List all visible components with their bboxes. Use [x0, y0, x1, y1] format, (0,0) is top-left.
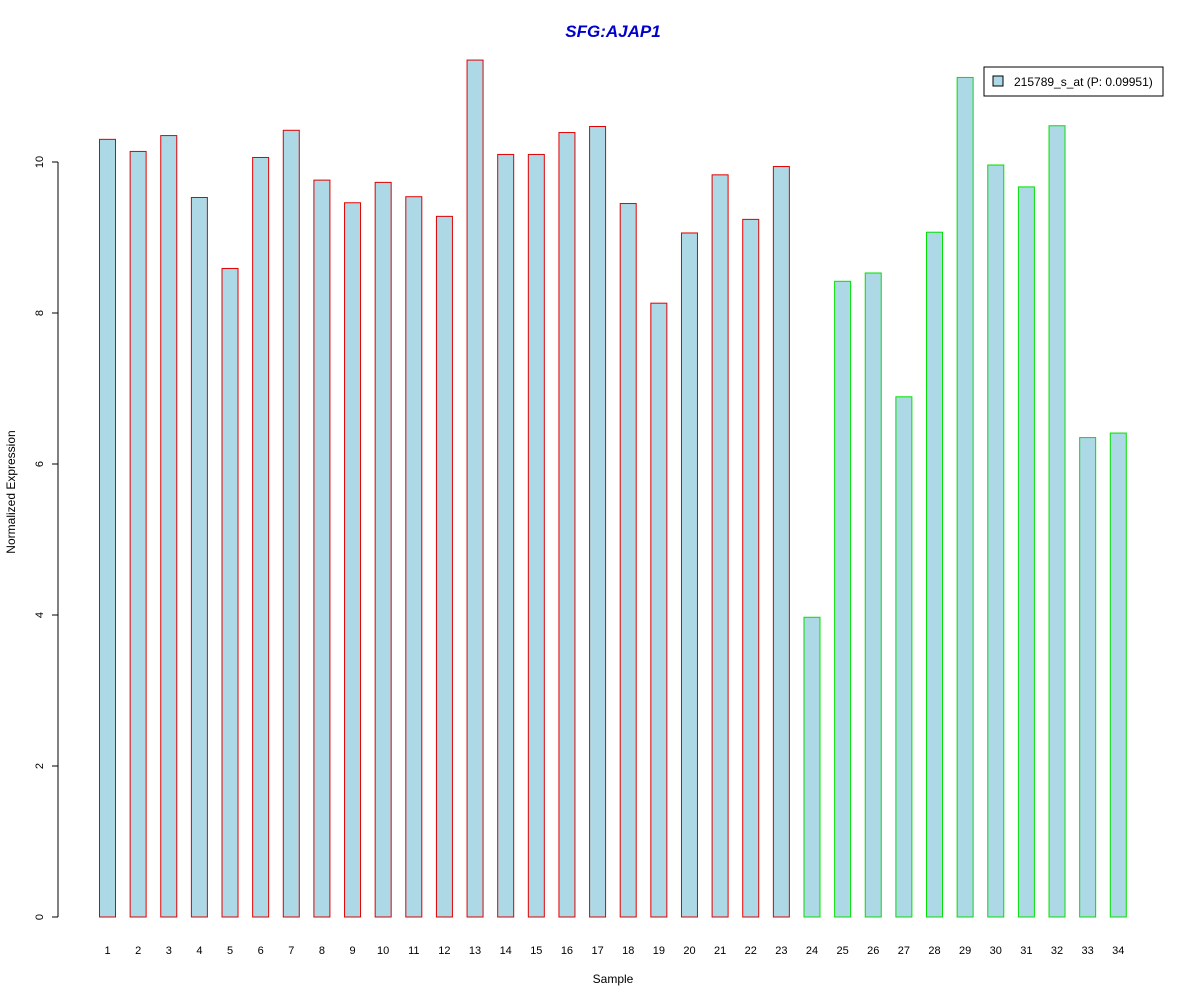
bar-sample-27 — [895, 396, 913, 918]
y-tick-label: 10 — [34, 156, 46, 168]
x-tick-label: 5 — [227, 945, 233, 957]
x-tick-label: 7 — [288, 945, 294, 957]
bar-sample-3 — [160, 135, 178, 918]
x-axis-label: Sample — [593, 972, 634, 986]
bar-sample-13 — [466, 59, 484, 918]
x-tick-label: 12 — [438, 945, 450, 957]
x-tick-label: 11 — [408, 945, 419, 957]
x-axis-ticks: 1 2 3 4 5 6 7 8 9 10 11 12 13 14 15 16 17 18 19 20 21 22 23 24 2… — [104, 945, 1124, 957]
x-tick-label: 30 — [990, 945, 1002, 957]
y-tick-label: 0 — [34, 914, 46, 920]
x-tick-label: 13 — [469, 945, 481, 957]
x-tick-label: 3 — [166, 945, 172, 957]
bar-sample-8 — [313, 179, 331, 918]
bar-sample-34 — [1109, 432, 1127, 918]
x-tick-label: 17 — [591, 945, 603, 957]
bar-sample-33 — [1079, 437, 1097, 918]
x-tick-label: 34 — [1112, 945, 1124, 957]
bar-sample-21 — [711, 174, 729, 918]
bar-sample-22 — [742, 218, 760, 918]
bar-sample-2 — [129, 150, 147, 918]
x-tick-label: 6 — [258, 945, 264, 957]
y-tick-label: 2 — [34, 763, 46, 769]
x-tick-label: 9 — [349, 945, 355, 957]
bar-sample-16 — [558, 132, 576, 918]
x-tick-label: 4 — [196, 945, 202, 957]
bar-sample-31 — [1017, 186, 1035, 918]
bar-sample-12 — [435, 215, 453, 918]
bar-sample-32 — [1048, 125, 1066, 918]
x-tick-label: 14 — [500, 945, 512, 957]
bar-sample-17 — [589, 126, 607, 918]
bar-sample-23 — [772, 166, 790, 918]
x-tick-label: 8 — [319, 945, 325, 957]
x-tick-label: 15 — [530, 945, 542, 957]
x-tick-label: 23 — [775, 945, 787, 957]
x-tick-label: 25 — [836, 945, 848, 957]
x-tick-label: 19 — [653, 945, 665, 957]
x-tick-label: 33 — [1082, 945, 1094, 957]
x-tick-label: 18 — [622, 945, 634, 957]
bar-sample-25 — [834, 280, 852, 918]
bar-sample-11 — [405, 196, 423, 918]
x-tick-label: 31 — [1020, 945, 1032, 957]
y-axis: 0 2 4 6 8 10 — [34, 156, 59, 920]
x-tick-label: 22 — [745, 945, 757, 957]
x-tick-label: 20 — [683, 945, 695, 957]
y-axis-label: Normalized Expression — [4, 430, 18, 553]
bar-sample-24 — [803, 616, 821, 918]
bar-sample-9 — [344, 202, 362, 918]
legend-box — [983, 66, 1164, 97]
bar-sample-1 — [99, 138, 116, 918]
bar-sample-15 — [527, 153, 545, 918]
x-tick-label: 16 — [561, 945, 573, 957]
y-tick-label: 8 — [34, 310, 46, 316]
bar-sample-4 — [190, 196, 208, 918]
legend-label: 215789_s_at (P: 0.09951) — [1014, 75, 1153, 89]
bar-sample-7 — [282, 129, 300, 918]
y-tick-label: 6 — [34, 461, 46, 467]
chart-title: SFG:AJAP1 — [565, 22, 660, 41]
x-tick-label: 21 — [714, 945, 726, 957]
legend: 215789_s_at (P: 0.09951) — [983, 66, 1164, 97]
bar-sample-26 — [864, 272, 882, 918]
bar-sample-6 — [252, 156, 270, 918]
bar-sample-20 — [680, 232, 698, 918]
legend-swatch — [992, 75, 1004, 87]
bar-sample-29 — [956, 76, 974, 918]
bars — [99, 59, 1127, 918]
bar-sample-14 — [497, 153, 515, 918]
x-tick-label: 2 — [135, 945, 141, 957]
bar-sample-28 — [926, 231, 944, 918]
x-tick-label: 32 — [1051, 945, 1063, 957]
x-tick-label: 1 — [104, 945, 110, 957]
x-tick-label: 24 — [806, 945, 818, 957]
bar-sample-10 — [374, 181, 392, 918]
bar-sample-18 — [619, 203, 637, 918]
bar-sample-5 — [221, 267, 239, 918]
x-tick-label: 26 — [867, 945, 879, 957]
x-tick-label: 28 — [928, 945, 940, 957]
x-tick-label: 10 — [377, 945, 389, 957]
bar-sample-19 — [650, 302, 668, 918]
x-tick-label: 29 — [959, 945, 971, 957]
y-tick-label: 4 — [34, 612, 46, 618]
bar-sample-30 — [987, 164, 1005, 918]
x-tick-label: 27 — [898, 945, 910, 957]
